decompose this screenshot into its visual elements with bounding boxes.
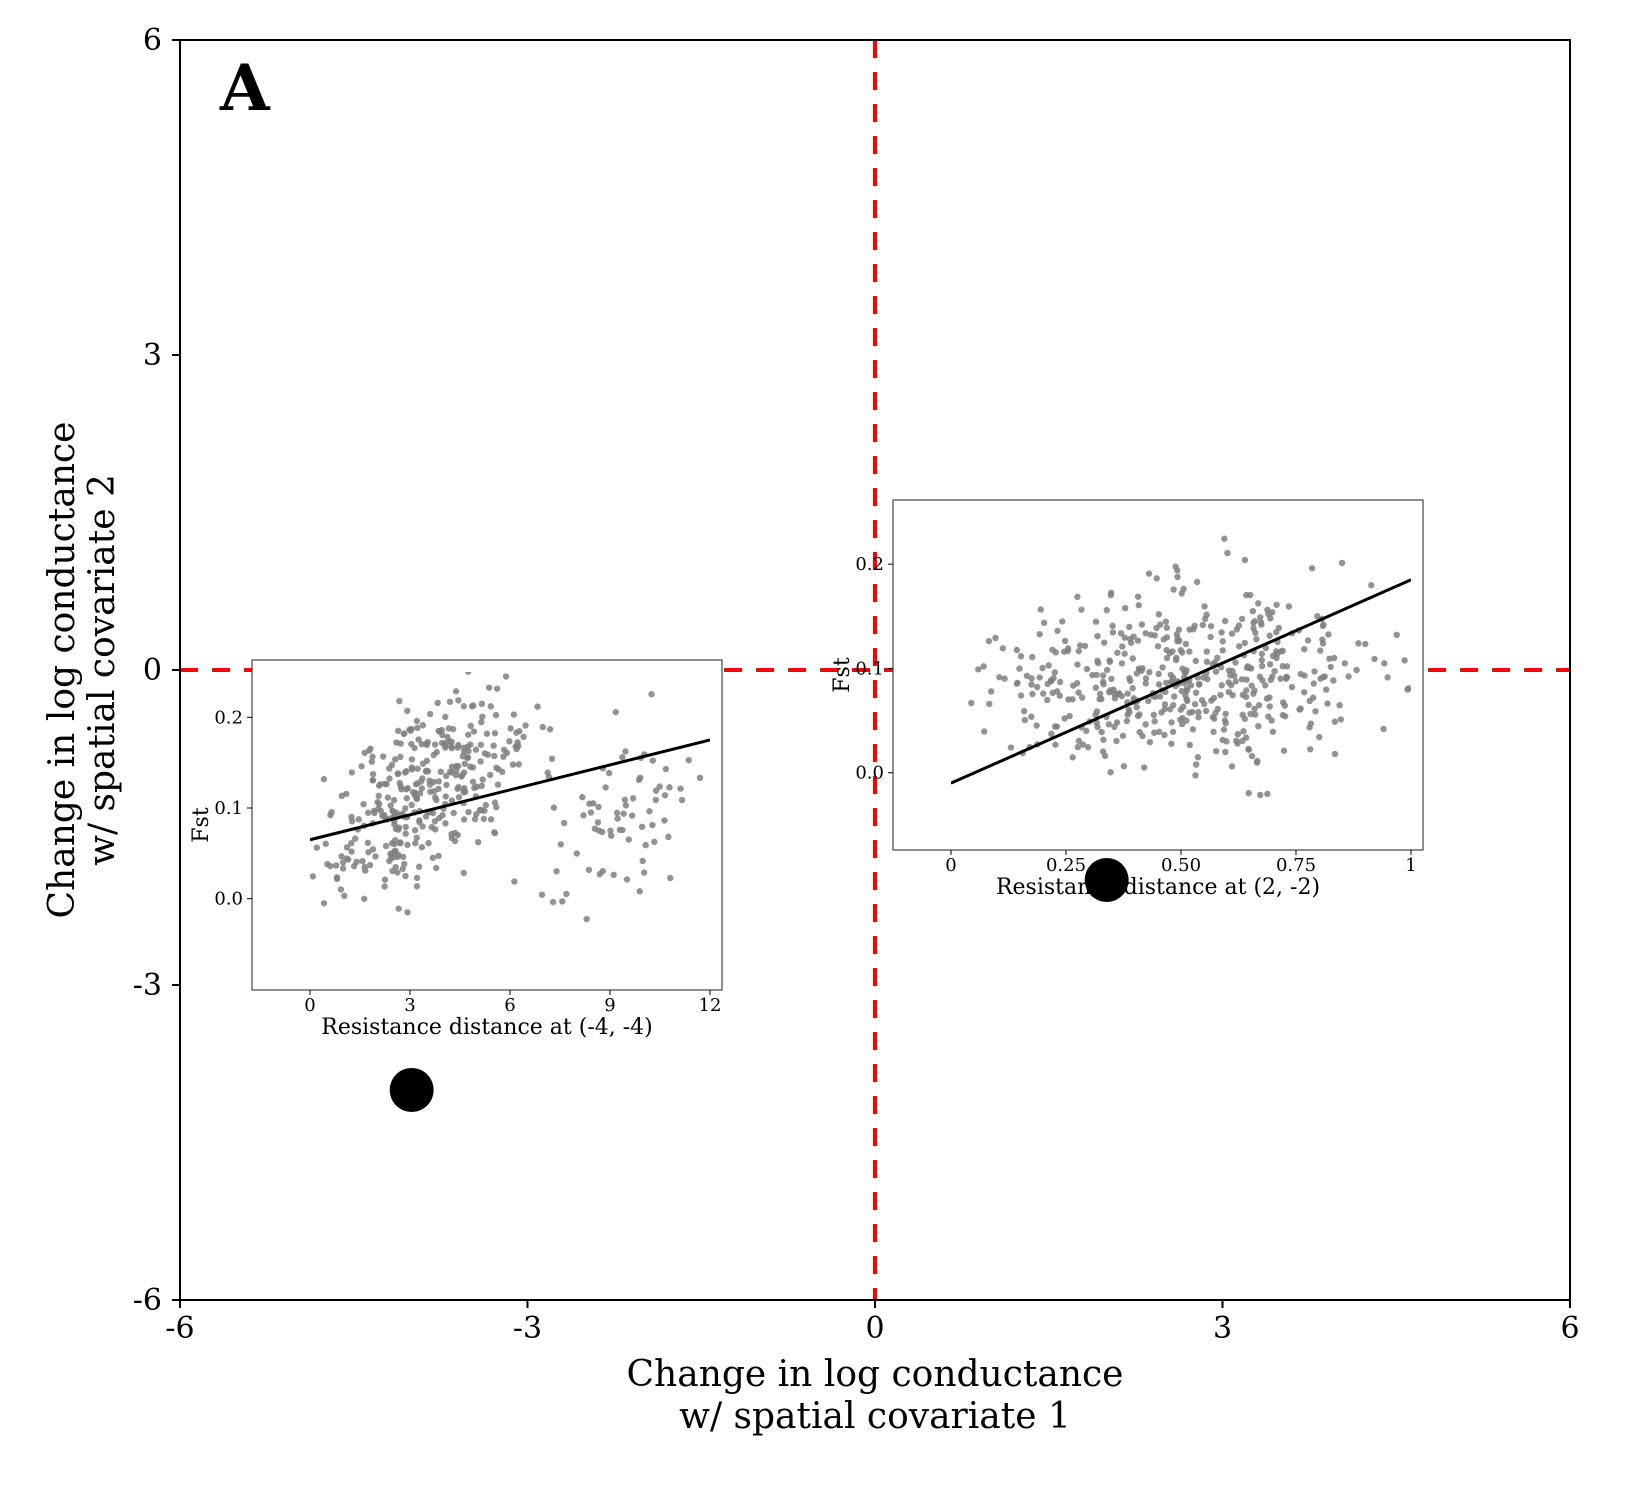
inset_right-ytick: 0.1 xyxy=(855,658,884,679)
inset_right-xtick: 0.25 xyxy=(1046,855,1086,876)
inset_right: 0 0.25 0.50 0.75 1 0.0 0.1 0.2 Resistance distan… xyxy=(830,500,1495,900)
main-xtick: 0 xyxy=(865,1311,884,1346)
inset_left-xtick: 0 xyxy=(304,995,315,1016)
inset_right-xtick: 0.75 xyxy=(1276,855,1316,876)
inset_left-xtick: 12 xyxy=(699,995,722,1016)
inset_left-xlabel: Resistance distance at (-4, -4) xyxy=(321,1015,653,1040)
inset_right-xlabel: Resistance distance at (2, -2) xyxy=(996,875,1320,900)
main-ytick: 6 xyxy=(143,23,162,58)
main-xtick: -3 xyxy=(513,1311,542,1346)
inset_left-xtick: 9 xyxy=(604,995,615,1016)
main-ylabel-line1: Change in log conductance xyxy=(42,422,83,919)
inset_left-ylabel: Fst xyxy=(189,807,214,843)
main-xtick: 3 xyxy=(1213,1311,1232,1346)
inset_left-ytick: 0.0 xyxy=(214,889,243,910)
main-ytick: -6 xyxy=(133,1283,162,1318)
main-xlabel-line2: w/ spatial covariate 1 xyxy=(679,1396,1071,1437)
inset_left-xtick: 6 xyxy=(504,995,515,1016)
inset_right-ytick: 0.0 xyxy=(855,763,884,784)
main-xtick: -6 xyxy=(165,1311,194,1346)
main-ytick: 0 xyxy=(143,653,162,688)
inset_right-xtick: 0 xyxy=(945,855,956,876)
main-xtick: 6 xyxy=(1560,1311,1579,1346)
main-ytick: -3 xyxy=(133,968,162,1003)
inset_left-xtick: 3 xyxy=(404,995,415,1016)
main-xlabel-line1: Change in log conductance xyxy=(627,1354,1124,1395)
inset_left-ytick: 0.2 xyxy=(214,707,243,728)
main-ylabel-line2: w/ spatial covariate 2 xyxy=(82,474,123,866)
main-point-1 xyxy=(1085,858,1129,902)
inset_right-xtick: 0.50 xyxy=(1161,855,1201,876)
inset_right-ytick: 0.2 xyxy=(855,554,884,575)
inset_right-xtick: 1 xyxy=(1405,855,1416,876)
main-point-0 xyxy=(390,1068,434,1112)
inset_left: 0 3 6 9 12 0.0 0.1 0.2 Resistance distance at (-… xyxy=(189,660,722,1040)
inset_left-ytick: 0.1 xyxy=(214,798,243,819)
inset_right-ylabel: Fst xyxy=(830,657,855,693)
figure-wrapper: 0 3 6 9 12 0.0 0.1 0.2 Resistance distance at (-… xyxy=(0,0,1650,1500)
main-ytick: 3 xyxy=(143,338,162,373)
panel-letter: A xyxy=(219,51,271,126)
figure-svg: 0 3 6 9 12 0.0 0.1 0.2 Resistance distance at (-… xyxy=(0,0,1650,1500)
